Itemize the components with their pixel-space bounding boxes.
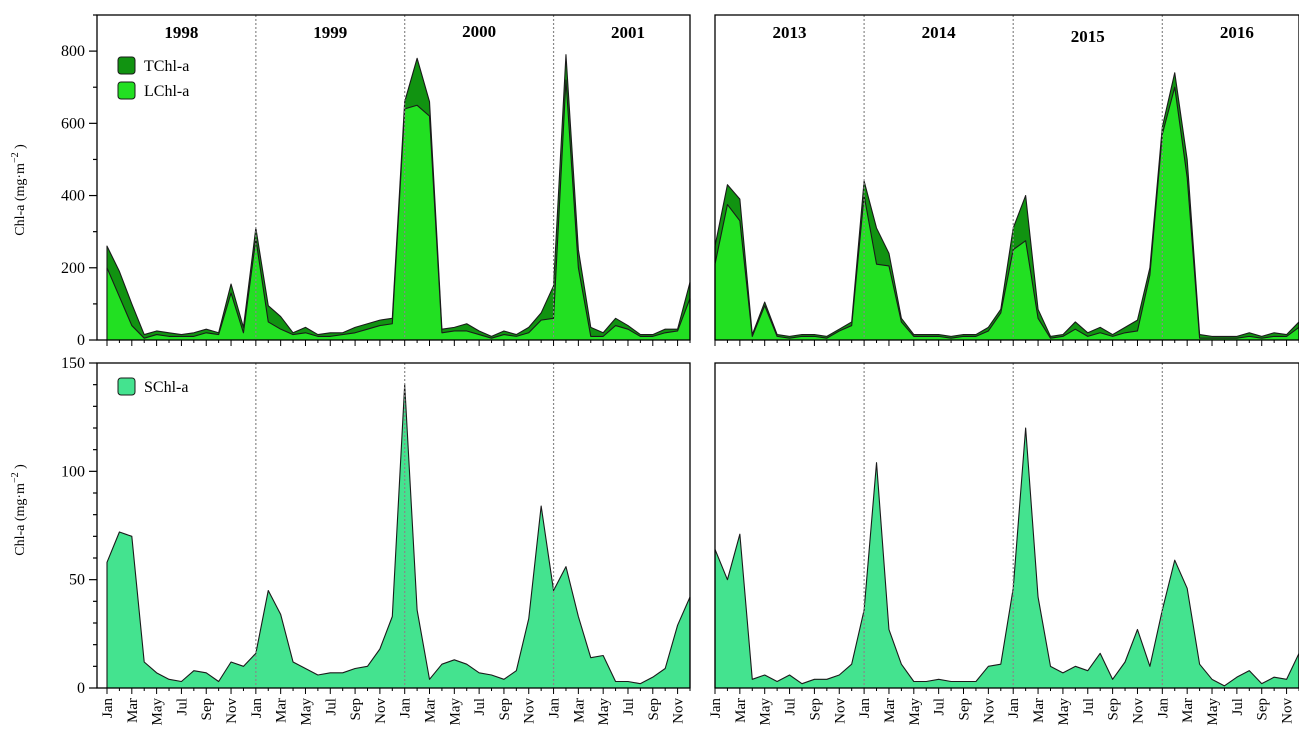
- x-tick-label: May: [907, 698, 923, 726]
- y-tick-label: 50: [69, 572, 85, 589]
- x-tick-label: Jan: [1155, 698, 1171, 718]
- x-tick-label: Sep: [1106, 698, 1122, 721]
- y-tick-label: 200: [61, 260, 85, 277]
- year-label-2000: 2000: [462, 22, 496, 41]
- x-tick-label: Mar: [571, 698, 587, 723]
- x-tick-label: May: [758, 698, 774, 726]
- x-tick-label: Sep: [957, 698, 973, 721]
- x-tick-label: May: [596, 698, 612, 726]
- x-tick-label: Mar: [125, 698, 141, 723]
- x-tick-label: Nov: [1130, 698, 1146, 724]
- x-tick-label: Mar: [274, 698, 290, 723]
- y-axis-label: Chl-a (mg·m−2 ): [10, 144, 28, 236]
- y-tick-label: 150: [61, 355, 85, 372]
- legend-label-schl-a: SChl-a: [144, 379, 188, 396]
- legend-label-tchl-a: TChl-a: [144, 58, 189, 75]
- x-tick-label: Jul: [932, 698, 948, 716]
- x-tick-label: Jul: [1081, 698, 1097, 716]
- x-tick-label: May: [298, 698, 314, 726]
- x-tick-label: May: [150, 698, 166, 726]
- panel-top-left: 1998 1999 2000 2001 0 200 400 600 800 TChl-a LChl-…: [61, 14, 691, 349]
- y-axis-label-bottom: Chl-a (mg·m−2 ): [10, 464, 28, 556]
- y-tick-label: 600: [61, 115, 85, 132]
- y-tick-label: 0: [77, 332, 85, 349]
- x-tick-label: Jul: [621, 698, 637, 716]
- legend-swatch-schl-a: [117, 377, 136, 396]
- x-tick-label: Mar: [733, 698, 749, 723]
- legend-label-lchl-a: LChl-a: [144, 83, 189, 100]
- x-tick-label: Jul: [783, 698, 799, 716]
- x-tick-label: Jan: [708, 698, 724, 718]
- x-tick-label: Sep: [646, 698, 662, 721]
- x-tick-label: Sep: [1255, 698, 1271, 721]
- panel-frame: [96, 14, 691, 341]
- x-tick-label: Jan: [100, 698, 116, 718]
- y-tick-label: 800: [61, 43, 85, 60]
- x-tick-label: May: [1056, 698, 1072, 726]
- x-tick-label: Nov: [1280, 698, 1296, 724]
- x-tick-label: Mar: [882, 698, 898, 723]
- panel-frame: [714, 14, 1299, 341]
- year-label-2015: 2015: [1071, 27, 1105, 46]
- y-axis-label: Chl-a (mg·m−2 ): [10, 464, 28, 556]
- series-area-lchl-a: [714, 86, 1299, 341]
- legend-swatch-lchl-a: [117, 81, 136, 100]
- year-label-2016: 2016: [1220, 23, 1254, 42]
- y-tick-label: 100: [61, 463, 85, 480]
- panel-bottom-left: 0 50 100 150 Jan Mar May Jul Sep Nov Jan Mar May Jul S…: [61, 355, 691, 726]
- x-tick-label: Mar: [1031, 698, 1047, 723]
- x-tick-label: Sep: [348, 698, 364, 721]
- y-tick-label: 0: [77, 680, 85, 697]
- x-tick-label: Jan: [857, 698, 873, 718]
- y-axis-label-top: Chl-a (mg·m−2 ): [10, 144, 28, 236]
- x-tick-label: Mar: [1180, 698, 1196, 723]
- year-label-2014: 2014: [922, 23, 957, 42]
- x-tick-label: Nov: [981, 698, 997, 724]
- x-tick-label: Nov: [224, 698, 240, 724]
- x-tick-label: Jul: [1230, 698, 1246, 716]
- legend-swatch-tchl-a: [117, 56, 136, 75]
- plot-area: [97, 15, 690, 340]
- x-tick-label: Sep: [497, 698, 513, 721]
- x-tick-label: Jan: [1006, 698, 1022, 718]
- x-tick-label: Jul: [323, 698, 339, 716]
- year-label-2001: 2001: [611, 23, 645, 42]
- panel-top-right: 2013 2014 2015 2016: [714, 14, 1299, 346]
- x-tick-label: Jul: [472, 698, 488, 716]
- panel-frame: [96, 362, 691, 689]
- panel-bottom-right: Jan Mar May Jul Sep Nov Jan Mar May Jul Sep Nov Jan M…: [708, 362, 1299, 726]
- year-label-1998: 1998: [164, 23, 198, 42]
- x-tick-label: Jan: [398, 698, 414, 718]
- x-tick-label: Jan: [547, 698, 563, 718]
- y-tick-label: 400: [61, 188, 85, 205]
- x-tick-label: Jul: [174, 698, 190, 716]
- panel-frame: [714, 362, 1299, 689]
- x-tick-label: Jan: [249, 698, 265, 718]
- year-label-1999: 1999: [313, 23, 347, 42]
- x-tick-label: May: [1205, 698, 1221, 726]
- x-tick-label: Nov: [373, 698, 389, 724]
- x-tick-label: Mar: [423, 698, 439, 723]
- x-tick-label: May: [447, 698, 463, 726]
- year-label-2013: 2013: [773, 23, 807, 42]
- x-tick-label: Nov: [522, 698, 538, 724]
- x-tick-label: Nov: [671, 698, 687, 724]
- x-tick-label: Sep: [807, 698, 823, 721]
- x-tick-label: Nov: [832, 698, 848, 724]
- x-tick-label: Sep: [199, 698, 215, 721]
